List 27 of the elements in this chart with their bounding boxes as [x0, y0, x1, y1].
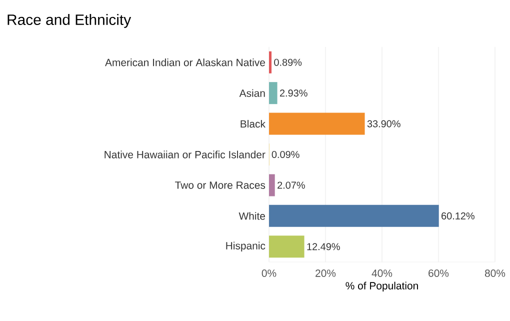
x-tick-label: 60%	[428, 270, 449, 277]
text: Race and Ethnicity	[8, 14, 132, 28]
data-label: 2.07%	[278, 182, 305, 189]
data-label: 2.93%	[280, 90, 308, 97]
x-axis-title: % of Population	[346, 282, 418, 292]
bar	[269, 236, 304, 258]
y-tick-label: American Indian or Alaskan Native	[105, 58, 265, 66]
x-tick-label: 20%	[316, 270, 336, 277]
bar	[269, 204, 439, 227]
y-tick-label: White	[238, 212, 266, 220]
data-label: 0.09%	[272, 150, 300, 158]
bar	[269, 112, 365, 135]
x-tick-label: 80%	[484, 270, 506, 277]
bar	[269, 82, 278, 104]
data-label: 33.90%	[367, 120, 400, 128]
y-tick-label: Asian	[239, 89, 265, 97]
x-tick-label: 40%	[372, 270, 392, 277]
data-label: 0.89%	[274, 58, 302, 66]
bar	[269, 174, 275, 196]
data-label: 60.12%	[442, 212, 474, 220]
x-tick-label: 0%	[262, 270, 276, 277]
bar	[269, 51, 272, 74]
data-label: 12.49%	[307, 243, 340, 250]
y-tick-label: Two or More Races	[175, 182, 266, 189]
y-tick-label: Native Hawaiian or Pacific Islander	[104, 150, 266, 158]
y-tick-label: Hispanic	[226, 242, 266, 252]
y-tick-label: Black	[240, 120, 266, 128]
